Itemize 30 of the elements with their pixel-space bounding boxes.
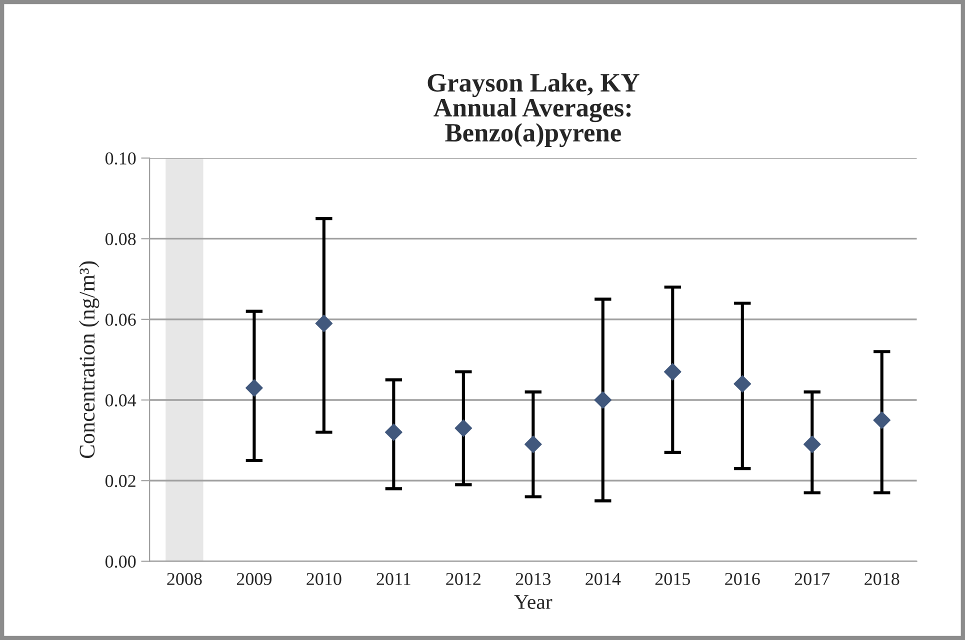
- x-tick-label: 2016: [725, 572, 760, 586]
- point: [594, 391, 612, 409]
- y-tick-label: 0.00: [105, 556, 136, 568]
- x-tick-label: 2015: [655, 572, 690, 586]
- point: [246, 379, 263, 397]
- y-axis-title: Concentration (ng/m³): [79, 261, 100, 458]
- y-tick-label: 0.10: [105, 152, 136, 165]
- chart-title: Grayson Lake, KY Annual Averages: Benzo(a)pyrene: [428, 73, 640, 148]
- point: [524, 436, 542, 454]
- point: [664, 363, 682, 380]
- x-tick-label: 2014: [586, 572, 621, 586]
- y-tick-label: 0.04: [105, 394, 136, 407]
- point: [384, 424, 402, 441]
- point: [873, 411, 891, 429]
- x-tick-label: 2008: [167, 572, 202, 586]
- x-tick-label: 2012: [446, 572, 480, 586]
- x-tick-label: 2011: [376, 572, 410, 586]
- y-tick-label: 0.06: [105, 314, 136, 326]
- x-tick-label: 2009: [236, 572, 272, 586]
- x-axis-title: Year: [514, 595, 552, 609]
- x-tick-label: 2013: [516, 572, 551, 586]
- point: [803, 436, 821, 454]
- x-tick-label: 2018: [864, 572, 900, 586]
- y-tick-label: 0.08: [105, 232, 136, 246]
- x-tick-label: 2010: [306, 572, 342, 586]
- point: [315, 314, 333, 332]
- x-tick-label: 2017: [794, 572, 830, 586]
- point: [454, 420, 472, 437]
- point: [734, 375, 752, 393]
- y-tick-label: 0.02: [105, 474, 136, 488]
